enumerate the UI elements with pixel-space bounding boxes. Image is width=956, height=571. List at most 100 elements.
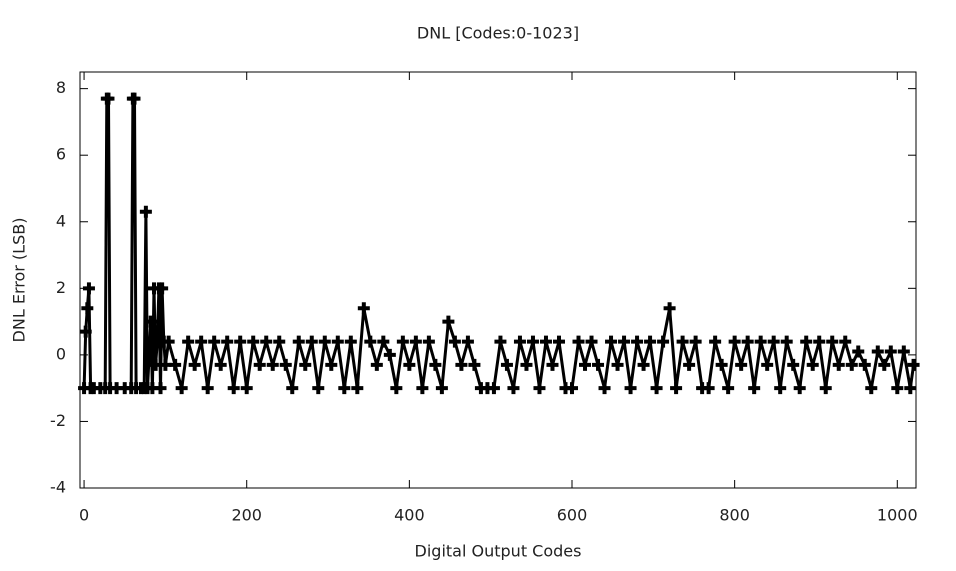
data-point (169, 358, 182, 371)
x-axis-label: Digital Output Codes (415, 542, 582, 561)
data-point (286, 382, 299, 395)
data-point (904, 382, 917, 395)
data-point (468, 358, 481, 371)
y-axis-label: DNL Error (LSB) (10, 218, 29, 343)
data-point (702, 382, 715, 395)
data-point (787, 358, 800, 371)
data-point (403, 358, 416, 371)
plot-frame (79, 71, 917, 489)
data-point (338, 382, 351, 395)
data-point (618, 335, 631, 348)
data-point (761, 358, 774, 371)
data-point (735, 358, 748, 371)
data-point (162, 335, 175, 348)
data-point (357, 302, 370, 315)
data-point (390, 382, 403, 395)
y-tick-label: 4 (56, 211, 66, 230)
data-point (81, 302, 94, 315)
data-point (689, 335, 702, 348)
data-point (156, 282, 169, 295)
data-point (767, 335, 780, 348)
data-point (461, 335, 474, 348)
x-tick-label: 800 (719, 506, 750, 525)
y-tick-label: 0 (56, 344, 66, 363)
y-tick-label: 8 (56, 78, 66, 97)
data-point (82, 282, 95, 295)
data-point (611, 358, 624, 371)
data-point (364, 335, 377, 348)
data-point (435, 382, 448, 395)
x-tick-label: 1000 (877, 506, 918, 525)
data-point (144, 315, 157, 328)
data-point (513, 335, 526, 348)
data-point (279, 358, 292, 371)
data-point (188, 358, 201, 371)
data-point (871, 345, 884, 358)
data-point (102, 92, 115, 105)
data-point (579, 358, 592, 371)
data-point (884, 345, 897, 358)
data-point (325, 358, 338, 371)
data-point (907, 358, 920, 371)
data-point (201, 382, 214, 395)
data-point (214, 358, 227, 371)
data-point (416, 382, 429, 395)
y-tick-label: 6 (56, 145, 66, 164)
data-point (637, 358, 650, 371)
data-point (644, 335, 657, 348)
y-tick-label: -2 (50, 411, 66, 430)
data-point (154, 382, 167, 395)
data-point (878, 358, 891, 371)
data-point (377, 335, 390, 348)
data-point (605, 335, 618, 348)
data-point (793, 382, 806, 395)
data-point (227, 382, 240, 395)
data-point (858, 358, 871, 371)
data-point (500, 358, 513, 371)
data-point (240, 382, 253, 395)
data-point (182, 335, 195, 348)
data-point (266, 358, 279, 371)
data-point (455, 358, 468, 371)
data-point (128, 92, 141, 105)
data-point (897, 345, 910, 358)
data-point (598, 382, 611, 395)
data-point (318, 335, 331, 348)
data-point (826, 335, 839, 348)
data-point (442, 315, 455, 328)
data-point (526, 335, 539, 348)
data-point (221, 335, 234, 348)
data-point (396, 335, 409, 348)
data-point (260, 335, 273, 348)
data-point (331, 335, 344, 348)
data-point (572, 335, 585, 348)
data-point (631, 335, 644, 348)
data-point (299, 358, 312, 371)
data-point (247, 335, 260, 348)
data-point (253, 358, 266, 371)
data-point (683, 358, 696, 371)
data-point (344, 335, 357, 348)
x-tick-label: 600 (557, 506, 588, 525)
data-point (754, 335, 767, 348)
y-tick-label: 2 (56, 278, 66, 297)
data-point (813, 335, 826, 348)
data-point (728, 335, 741, 348)
data-point (409, 335, 422, 348)
data-point (806, 358, 819, 371)
chart-title: DNL [Codes:0-1023] (417, 24, 579, 43)
data-point (208, 335, 221, 348)
data-point (670, 382, 683, 395)
data-point (800, 335, 813, 348)
data-point (139, 205, 152, 218)
data-point (845, 358, 858, 371)
data-point (774, 382, 787, 395)
data-point (533, 382, 546, 395)
data-point (891, 382, 904, 395)
data-point (520, 358, 533, 371)
data-point (546, 358, 559, 371)
data-point (175, 382, 188, 395)
data-point (312, 382, 325, 395)
data-point (292, 335, 305, 348)
